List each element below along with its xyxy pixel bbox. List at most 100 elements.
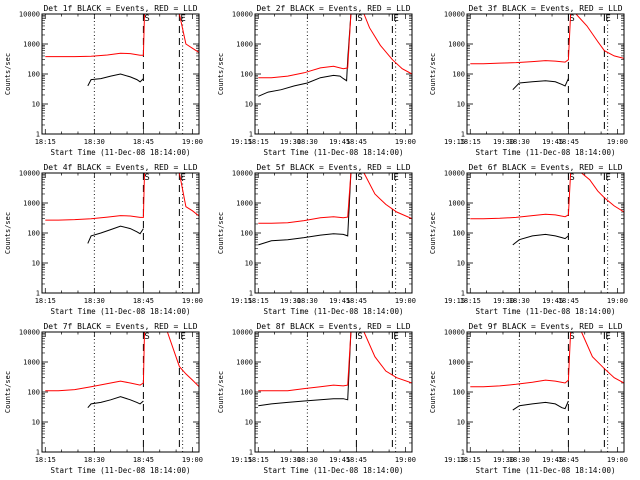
x-tick-label: 19:30 (493, 138, 514, 146)
y-axis-label: Counts/sec (217, 53, 225, 95)
y-tick-label: 10 (245, 101, 253, 109)
y-tick-label: 10 (245, 419, 253, 427)
x-axis-label: Start Time (11-Dec-08 18:14:00) (264, 307, 404, 316)
x-tick-label: 19:00 (395, 297, 416, 305)
events-series-line (258, 14, 357, 97)
x-tick-label: 19:30 (280, 456, 301, 464)
y-tick-label: 1 (249, 131, 253, 139)
x-tick-label: 18:30 (509, 138, 530, 146)
x-tick-label: 19:30 (493, 297, 514, 305)
x-tick-label: 18:45 (558, 456, 579, 464)
y-tick-label: 1 (461, 449, 465, 457)
lld-series-line (45, 173, 199, 221)
x-tick-label: 18:15 (248, 138, 269, 146)
y-axis-label: Counts/sec (217, 371, 225, 413)
marker-label: S (569, 332, 574, 342)
marker-label: S (144, 173, 149, 183)
y-tick-label: 1 (461, 290, 465, 298)
y-tick-label: 1 (249, 290, 253, 298)
y-tick-label: 10 (457, 101, 465, 109)
detector-panel: Det 8f BLACK = Events, RED = LLD Counts/s… (217, 322, 563, 475)
lld-series-line (258, 332, 412, 392)
x-tick-label: 19:15 (231, 138, 252, 146)
x-tick-label: 18:45 (133, 456, 154, 464)
events-series-line (87, 73, 144, 87)
y-tick-label: 1000 (448, 41, 465, 49)
x-tick-label: 19:15 (444, 138, 465, 146)
y-tick-label: 100 (240, 71, 253, 79)
x-tick-label: 18:30 (84, 297, 105, 305)
lld-series-line (258, 14, 412, 79)
x-tick-label: 18:30 (297, 456, 318, 464)
marker-label: S (357, 173, 362, 183)
y-tick-label: 1000 (23, 359, 40, 367)
x-tick-label: 19:00 (607, 456, 628, 464)
x-axis-label: Start Time (11-Dec-08 18:14:00) (51, 466, 191, 475)
y-tick-label: 10 (245, 260, 253, 268)
marker-label: S (144, 14, 149, 24)
y-tick-label: 1000 (448, 200, 465, 208)
detector-panel: Det 5f BLACK = Events, RED = LLD Counts/s… (217, 163, 563, 316)
marker-label: S (569, 173, 574, 183)
x-tick-label: 18:45 (133, 297, 154, 305)
y-tick-label: 100 (240, 230, 253, 238)
x-tick-label: 18:30 (297, 138, 318, 146)
panel-title: Det 8f BLACK = Events, RED = LLD (256, 322, 410, 331)
x-axis-label: Start Time (11-Dec-08 18:14:00) (51, 148, 191, 157)
x-tick-label: 19:45 (542, 297, 563, 305)
x-tick-label: 19:30 (280, 138, 301, 146)
x-tick-label: 19:45 (329, 297, 350, 305)
x-tick-label: 19:00 (395, 138, 416, 146)
lld-series-line (470, 173, 624, 220)
y-tick-label: 10000 (19, 329, 40, 337)
detector-panel: Det 7f BLACK = Events, RED = LLD Counts/s… (4, 322, 350, 475)
x-tick-label: 18:15 (35, 456, 56, 464)
x-tick-label: 18:15 (248, 456, 269, 464)
y-axis-label: Counts/sec (429, 371, 437, 413)
y-tick-label: 10000 (444, 329, 465, 337)
y-tick-label: 100 (27, 230, 40, 238)
y-tick-label: 100 (452, 230, 465, 238)
events-series-line (512, 78, 569, 91)
detector-panel: Det 1f BLACK = Events, RED = LLD Counts/s… (4, 4, 350, 157)
plot-frame (466, 331, 625, 453)
lld-series-line (470, 14, 624, 65)
x-tick-label: 18:30 (84, 138, 105, 146)
y-tick-label: 10000 (232, 11, 253, 19)
y-axis-label: Counts/sec (4, 371, 12, 413)
marker-label: E (605, 332, 610, 342)
x-tick-label: 18:45 (346, 297, 367, 305)
lld-series-line (45, 14, 199, 58)
y-tick-label: 10000 (19, 11, 40, 19)
y-tick-label: 10 (457, 260, 465, 268)
y-tick-label: 100 (240, 389, 253, 397)
x-tick-label: 19:00 (607, 138, 628, 146)
panel-title: Det 3f BLACK = Events, RED = LLD (468, 4, 622, 13)
detector-panel: Det 3f BLACK = Events, RED = LLD Counts/s… (429, 4, 628, 157)
x-tick-label: 18:45 (558, 138, 579, 146)
x-tick-label: 18:30 (509, 297, 530, 305)
x-tick-label: 19:00 (182, 138, 203, 146)
marker-label: E (393, 332, 398, 342)
x-tick-label: 19:45 (329, 456, 350, 464)
plot-frame (466, 172, 625, 294)
plot-frame (466, 13, 625, 135)
panel-title: Det 9f BLACK = Events, RED = LLD (468, 322, 622, 331)
lld-series-line (470, 332, 624, 388)
lld-series-line (258, 173, 412, 224)
x-tick-label: 19:00 (607, 297, 628, 305)
x-axis-label: Start Time (11-Dec-08 18:14:00) (264, 148, 404, 157)
x-tick-label: 19:15 (231, 456, 252, 464)
x-tick-label: 18:45 (558, 297, 579, 305)
plot-frame (41, 13, 200, 135)
y-tick-label: 100 (452, 71, 465, 79)
y-tick-label: 1000 (236, 41, 253, 49)
y-tick-label: 10000 (19, 170, 40, 178)
x-tick-label: 18:15 (35, 297, 56, 305)
panel-title: Det 2f BLACK = Events, RED = LLD (256, 4, 410, 13)
x-tick-label: 18:30 (84, 456, 105, 464)
y-tick-label: 10 (32, 101, 40, 109)
marker-label: S (144, 332, 149, 342)
x-tick-label: 18:45 (346, 138, 367, 146)
x-tick-label: 19:15 (444, 456, 465, 464)
